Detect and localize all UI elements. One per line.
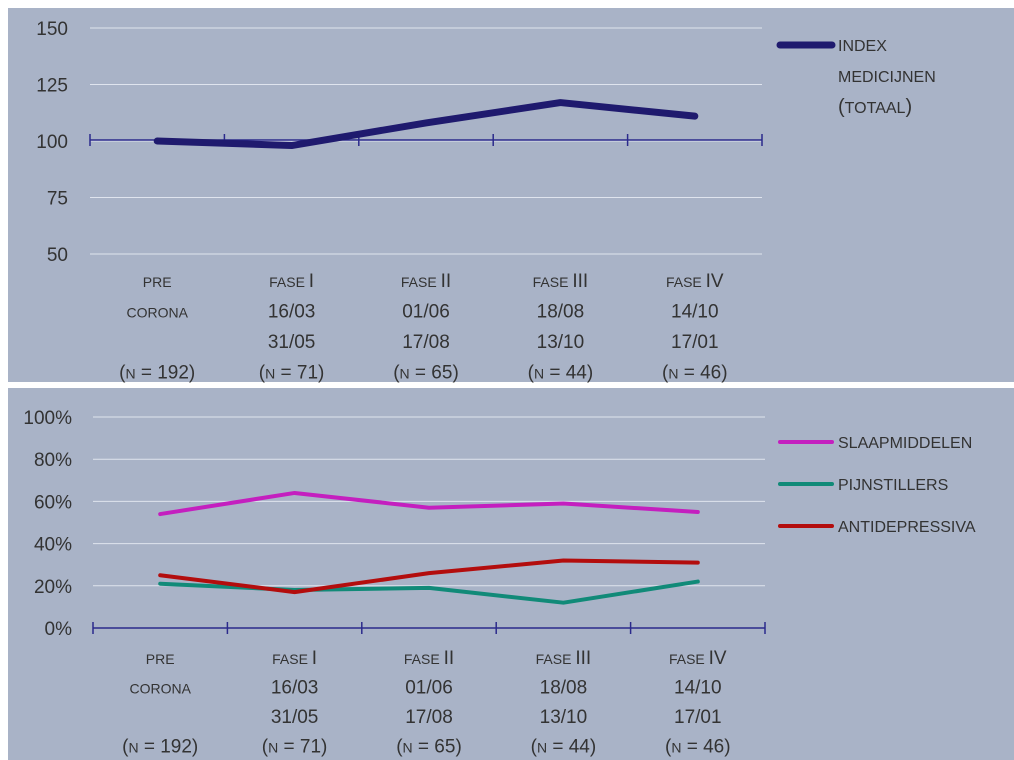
- category-label-4: FASE III 18/08 13/10 (N = 44): [531, 648, 597, 758]
- category-line-3: 31/05: [268, 332, 316, 353]
- category-n-label: (N = 65): [393, 363, 459, 384]
- chart-panel-index: 50 75 100 125 150 PRE CORONA (N = 192) FASE I 16/…: [8, 8, 1014, 384]
- chart-panel-categories: 0% 20% 40% 60% 80% 100% PRE CORONA (N = 192) FASE…: [8, 388, 1014, 760]
- y-tick-label: 100%: [23, 408, 72, 429]
- legend-label-slaapmiddelen: SLAAPMIDDELEN: [838, 435, 972, 452]
- category-n-label: (N = 192): [119, 363, 195, 384]
- y-tick-label: 125: [36, 76, 68, 97]
- category-n-label: (N = 44): [531, 737, 597, 758]
- category-line-3: 13/10: [540, 707, 588, 728]
- category-phase-label: FASE III: [533, 271, 589, 292]
- category-phase-label: FASE IV: [669, 648, 727, 669]
- category-line-2: 14/10: [674, 678, 722, 699]
- category-line-3: 31/05: [271, 707, 319, 728]
- category-n-label: (N = 46): [665, 737, 731, 758]
- category-line-2: 16/03: [271, 678, 319, 699]
- category-n-label: (N = 46): [662, 363, 728, 384]
- category-phase-label: FASE II: [401, 271, 451, 292]
- category-phase-label: PRE: [143, 274, 172, 290]
- y-tick-label: 50: [47, 245, 68, 266]
- category-line-2: 18/08: [537, 302, 585, 323]
- category-line-2: 16/03: [268, 302, 316, 323]
- category-phase-label: FASE II: [404, 648, 454, 669]
- category-line-2: 14/10: [671, 302, 719, 323]
- y-tick-label: 80%: [34, 450, 72, 471]
- y-tick-label: 0%: [45, 619, 73, 640]
- y-tick-label: 40%: [34, 535, 72, 556]
- category-n-label: (N = 71): [259, 363, 325, 384]
- series-line-index-medicijnen-totaal: [153, 99, 699, 150]
- category-line-3: 13/10: [537, 332, 585, 353]
- category-n-label: (N = 71): [262, 737, 328, 758]
- category-label-5: FASE IV 14/10 17/01 (N = 46): [665, 648, 731, 758]
- category-phase-label: PRE: [146, 651, 175, 667]
- legend-label-index-medicijnen-totaal: INDEX MEDICIJNEN (TOTAAL): [838, 38, 936, 118]
- category-phase-label: FASE I: [272, 648, 317, 669]
- category-line-2: CORONA: [129, 681, 191, 697]
- y-tick-label: 75: [47, 189, 68, 210]
- y-tick-label: 150: [36, 19, 68, 40]
- legend-label-antidepressiva: ANTIDEPRESSIVA: [838, 519, 976, 536]
- category-line-3: 17/08: [405, 707, 453, 728]
- y-tick-label: 60%: [34, 492, 72, 513]
- legend-label-pijnstillers: PIJNSTILLERS: [838, 477, 948, 494]
- category-phase-label: FASE III: [536, 648, 592, 669]
- category-n-label: (N = 65): [396, 737, 462, 758]
- category-line-3: 17/01: [671, 332, 719, 353]
- category-label-3: FASE II 01/06 17/08 (N = 65): [393, 271, 459, 384]
- category-line-2: 01/06: [402, 302, 450, 323]
- category-line-2: CORONA: [126, 305, 188, 321]
- category-line-2: 18/08: [540, 678, 588, 699]
- category-line-3: 17/01: [674, 707, 722, 728]
- category-label-3: FASE II 01/06 17/08 (N = 65): [396, 648, 462, 758]
- category-label-2: FASE I 16/03 31/05 (N = 71): [262, 648, 328, 758]
- category-n-label: (N = 44): [528, 363, 594, 384]
- categories-line-chart: 0% 20% 40% 60% 80% 100% PRE CORONA (N = 192) FASE…: [23, 408, 976, 758]
- category-phase-label: FASE I: [269, 271, 314, 292]
- category-label-2: FASE I 16/03 31/05 (N = 71): [259, 271, 325, 384]
- y-tick-label: 100: [36, 132, 68, 153]
- y-tick-label: 20%: [34, 577, 72, 598]
- category-label-4: FASE III 18/08 13/10 (N = 44): [528, 271, 594, 384]
- series-line-slaapmiddelen: [158, 490, 700, 517]
- category-line-2: 01/06: [405, 678, 453, 699]
- category-label-1: PRE CORONA (N = 192): [119, 274, 195, 384]
- category-line-3: 17/08: [402, 332, 450, 353]
- category-n-label: (N = 192): [122, 737, 198, 758]
- category-phase-label: FASE IV: [666, 271, 724, 292]
- category-label-5: FASE IV 14/10 17/01 (N = 46): [662, 271, 728, 384]
- category-label-1: PRE CORONA (N = 192): [122, 651, 198, 758]
- index-line-chart: 50 75 100 125 150 PRE CORONA (N = 192) FASE I 16/…: [36, 19, 936, 384]
